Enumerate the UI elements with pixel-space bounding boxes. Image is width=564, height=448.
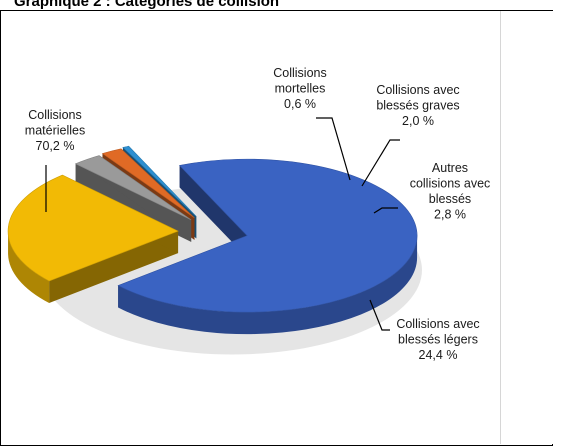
pie-slice-side (75, 163, 192, 242)
figure-title: Graphique 2 : Catégories de collision (14, 0, 280, 10)
data-label-graves: Collisions avec blessés graves 2,0 % (376, 83, 459, 128)
pie-slice-top (117, 158, 418, 313)
pie-slice-autres (74, 155, 192, 242)
pie-slice-top (122, 145, 197, 217)
leader-line-legers (369, 299, 390, 331)
pie-slice-materielles (117, 158, 418, 335)
pie-slice-side (179, 165, 248, 258)
pie-chart: Collisions matérielles 70,2 % Collisions av… (7, 66, 491, 362)
data-label-materielles: Collisions matérielles 70,2 % (25, 108, 85, 153)
side-panel (500, 11, 553, 444)
leader-line-graves (361, 139, 400, 187)
pie-slice-top (101, 148, 195, 219)
pie-slice-side (49, 231, 179, 304)
leader-line-mortelles (316, 117, 351, 181)
pie-slice-rim (8, 231, 50, 304)
pie-slice-legers (7, 174, 179, 304)
pie-slice-top (74, 155, 192, 221)
pie-slice-top (7, 174, 179, 282)
data-label-autres: Autres collisions avec blessés 2,8 % (410, 161, 491, 222)
data-label-mortelles: Collisions mortelles 0,6 % (273, 66, 327, 111)
data-label-legers: Collisions avec blessés légers 24,4 % (396, 317, 479, 362)
pie-slice-rim (118, 235, 418, 335)
leader-line-autres (373, 207, 398, 214)
